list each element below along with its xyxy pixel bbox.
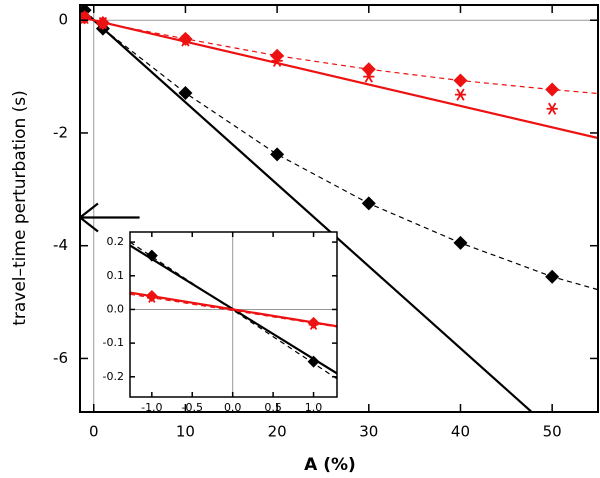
x-tick-label: 0.5: [264, 401, 282, 414]
plot-frame: [79, 4, 599, 413]
x-tick-label: 0.0: [224, 401, 242, 414]
diamond-marker: [545, 82, 560, 97]
y-tick-label: 0.2: [107, 235, 125, 248]
diamond-marker: [270, 147, 285, 162]
x-tick-label: 0: [89, 423, 99, 441]
x-tick-label: 20: [268, 423, 287, 441]
inset: -1.0 -0.5 0.0 0.5 1.0 0.2 0.1 0.0 -0.1 -0.2: [103, 231, 338, 414]
asterisk-marker: [454, 88, 467, 101]
diamond-marker: [178, 85, 193, 100]
y-tick-label: -6: [53, 349, 68, 367]
diamond-marker: [95, 16, 110, 31]
diamond-marker: [178, 31, 193, 46]
diamond-marker: [307, 355, 320, 368]
plot-background: [130, 232, 337, 397]
diamond-marker: [270, 48, 285, 63]
y-tick-label: 0: [58, 11, 68, 29]
fit-line: [84, 17, 598, 140]
plot-area: [130, 232, 337, 397]
diamond-marker: [453, 73, 468, 88]
x-tick-label: 50: [543, 423, 562, 441]
x-tick-label: 40: [451, 423, 470, 441]
diamond-marker: [361, 62, 376, 77]
y-tick-label: 0.0: [107, 302, 125, 315]
y-tick-label: -4: [53, 236, 68, 254]
diamond-marker: [361, 196, 376, 211]
x-axis-label: A (%): [304, 455, 356, 475]
x-tick-label: 10: [176, 423, 195, 441]
y-tick-label: -0.1: [103, 336, 124, 349]
asterisk-marker: [546, 102, 558, 115]
fit-line: [83, 11, 532, 412]
fit-line: [130, 291, 337, 328]
y-axis-label: travel–time perturbation (s): [10, 90, 30, 326]
diamond-marker: [545, 269, 560, 284]
diamond-marker: [145, 289, 158, 302]
plot-frame: [129, 231, 338, 398]
diamond-marker: [307, 316, 320, 329]
x-tick-label: 1.0: [305, 401, 323, 414]
arrow: [80, 202, 140, 233]
y-tick-label: -2: [53, 123, 68, 141]
plot-area: [80, 5, 598, 412]
x-tick-label: -0.5: [182, 401, 203, 414]
y-tick-label: 0.1: [107, 269, 125, 282]
diamond-marker: [453, 235, 468, 250]
y-tick-label: -0.2: [103, 370, 124, 383]
diamond-marker: [145, 249, 158, 262]
fit-line: [130, 293, 337, 328]
fit-line: [84, 9, 598, 291]
x-tick-label: -1.0: [141, 401, 162, 414]
x-tick-label: 30: [359, 423, 378, 441]
